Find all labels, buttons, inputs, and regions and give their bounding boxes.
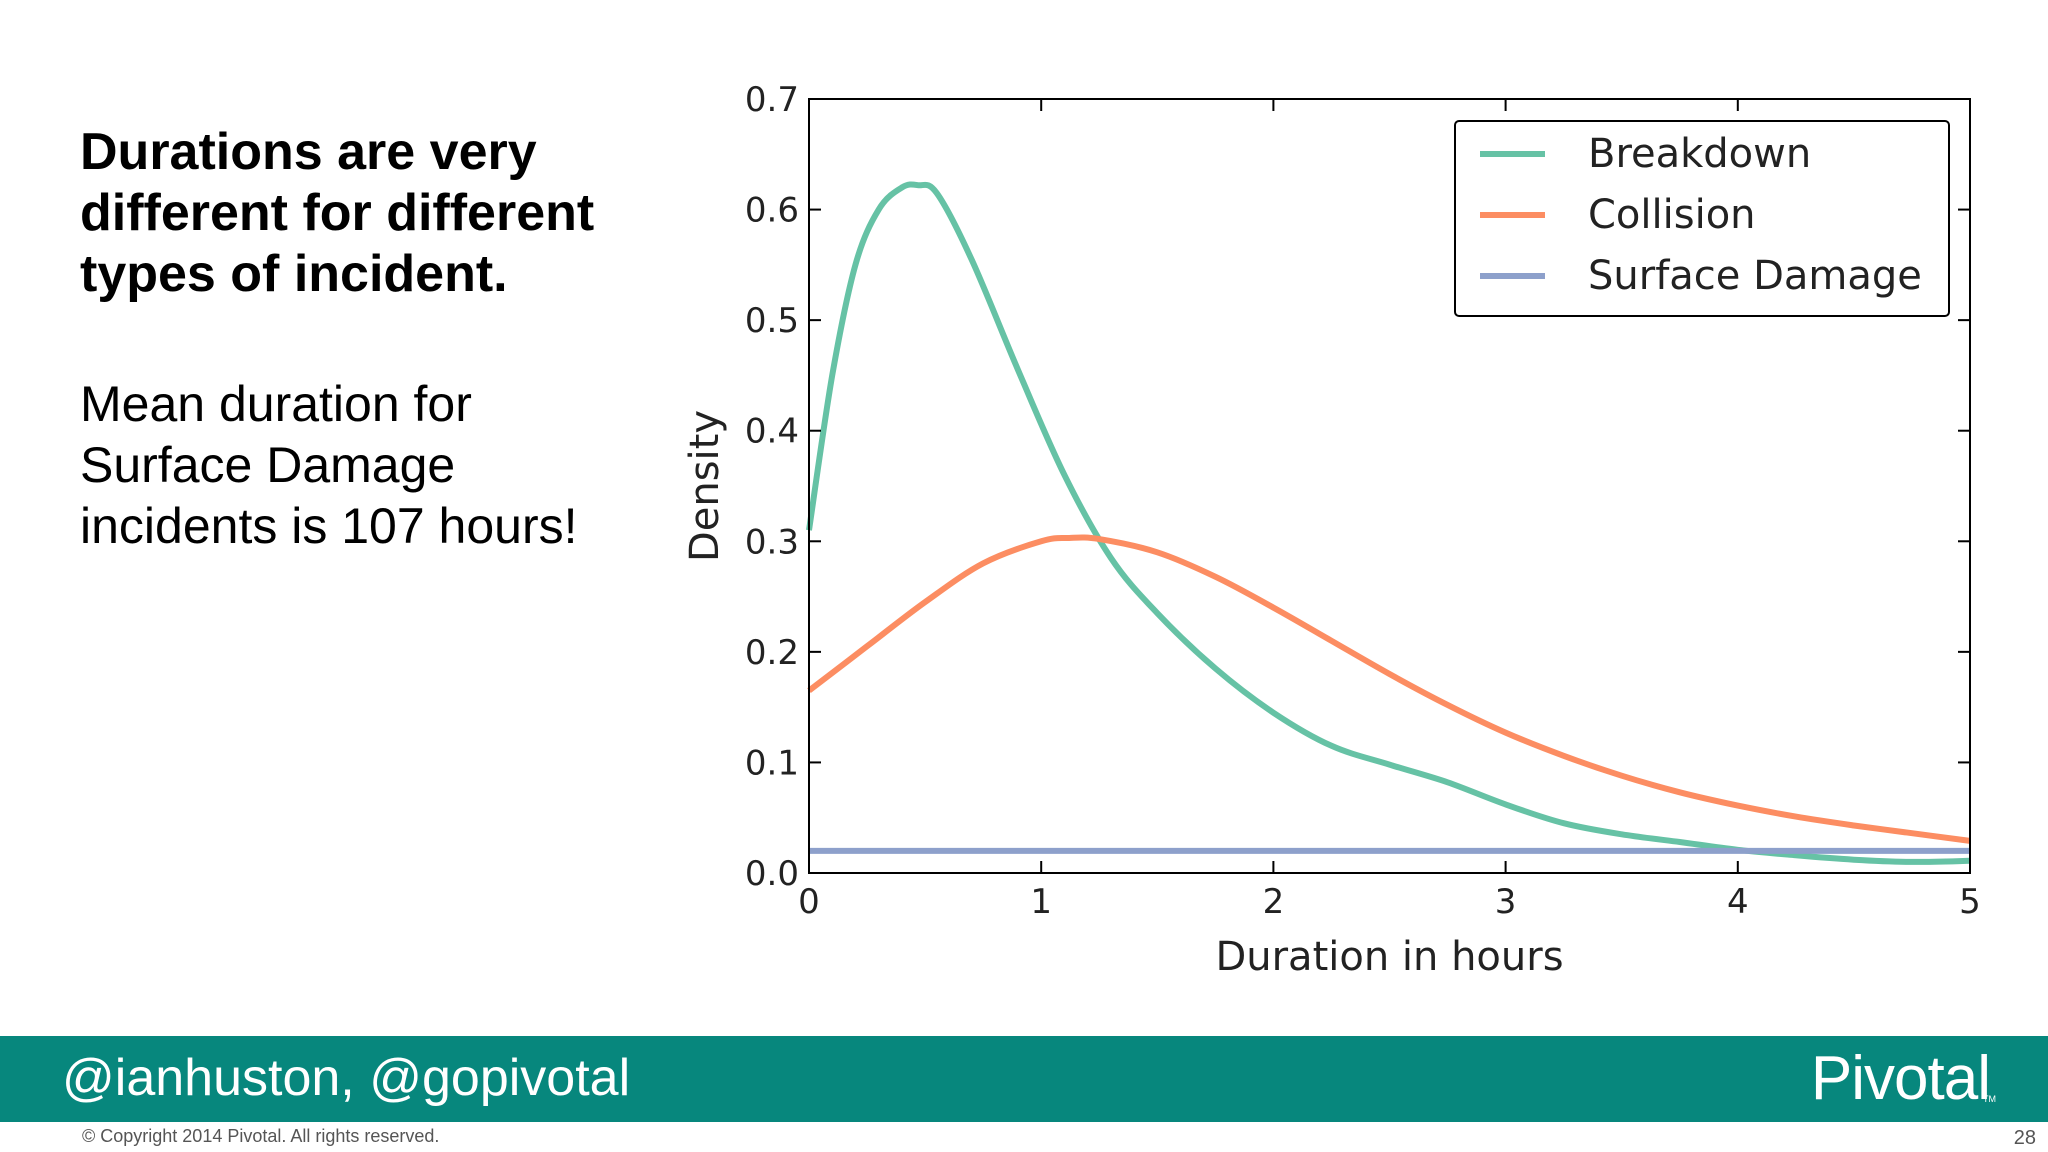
- y-tick-label: 0.2: [745, 633, 799, 673]
- y-tick-label: 0.1: [745, 743, 799, 783]
- x-axis-label: Duration in hours: [1215, 934, 1563, 980]
- chart-legend: Breakdown Collision Surface Damage: [1454, 120, 1950, 317]
- footer-twitter-handles: @ianhuston, @gopivotal: [62, 1049, 631, 1107]
- y-tick-label: 0.4: [745, 412, 799, 452]
- footer-band: @ianhuston, @gopivotal Pivotal TM: [0, 1036, 2048, 1122]
- slide-headline: Durations are very different for differe…: [80, 123, 595, 303]
- plot-lines: [806, 181, 1971, 865]
- legend-label: Breakdown: [1588, 131, 1811, 177]
- legend-frame: [1454, 120, 1950, 317]
- x-tick-label: 5: [1959, 882, 1981, 922]
- legend-label: Surface Damage: [1588, 253, 1922, 299]
- series-line-breakdown: [806, 181, 1971, 865]
- x-tick-label: 1: [1030, 882, 1052, 922]
- slide-text: Durations are very different for differe…: [80, 122, 640, 557]
- y-tick-label: 0.6: [745, 191, 799, 231]
- x-tick-label: 2: [1263, 882, 1285, 922]
- slide-body-text: Mean duration for Surface Damage inciden…: [80, 376, 578, 554]
- series-line-collision: [807, 534, 1971, 844]
- y-tick-label: 0.7: [745, 80, 799, 120]
- y-tick-label: 0.0: [745, 854, 799, 894]
- x-tick-label: 3: [1495, 882, 1517, 922]
- trademark-mark: TM: [1983, 1094, 1996, 1104]
- legend-label: Collision: [1588, 192, 1756, 238]
- copyright-notice: © Copyright 2014 Pivotal. All rights res…: [82, 1126, 440, 1146]
- pivotal-logo: Pivotal: [1810, 1044, 1991, 1113]
- y-axis-label: Density: [682, 410, 728, 562]
- plot-frame: [808, 98, 1971, 874]
- y-tick-label: 0.3: [745, 522, 799, 562]
- x-tick-label: 4: [1727, 882, 1749, 922]
- axis-ticks: 0 1 2 3 4 5 0.0 0.1 0.2 0.3 0.4 0.5 0.6 0.7: [745, 80, 1981, 922]
- density-chart: 0 1 2 3 4 5 0.0 0.1 0.2 0.3 0.4 0.5 0.6 0.7 Duration …: [682, 80, 1981, 980]
- x-tick-label: 0: [798, 882, 820, 922]
- page-number: 28: [2013, 1127, 2036, 1149]
- y-tick-label: 0.5: [745, 301, 799, 341]
